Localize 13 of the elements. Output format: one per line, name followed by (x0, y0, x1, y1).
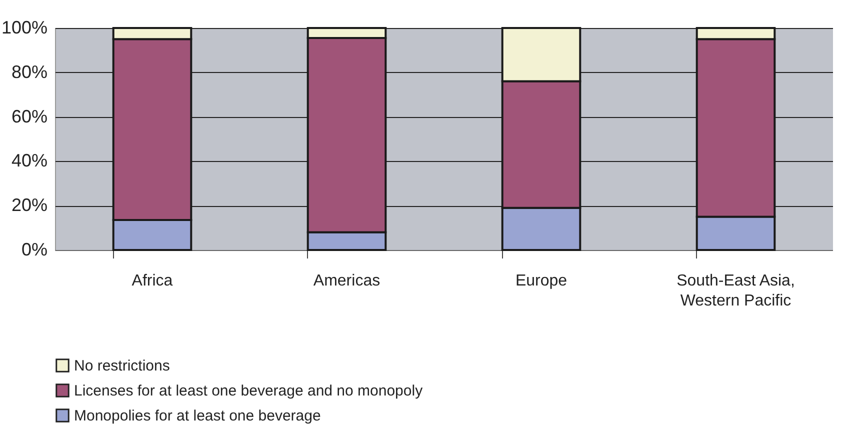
x-tick-label: Americas (313, 272, 380, 290)
x-tick-label: South-East Asia, Western Pacific (676, 272, 795, 310)
y-tick-label: 80% (11, 62, 48, 82)
y-tick-label: 0% (21, 240, 48, 260)
y-tick-label: 60% (11, 106, 48, 126)
legend-label: Monopolies for at least one beverage (74, 408, 321, 424)
y-tick-label: 100% (1, 18, 48, 38)
x-tick-label: Africa (132, 272, 173, 290)
y-tick-label: 40% (11, 150, 48, 171)
legend-label: No restrictions (74, 358, 170, 374)
legend-label: Licenses for at least one beverage and no monopoly (74, 382, 424, 400)
y-tick-label: 20% (11, 195, 48, 216)
x-tick-label: Europe (515, 272, 568, 290)
